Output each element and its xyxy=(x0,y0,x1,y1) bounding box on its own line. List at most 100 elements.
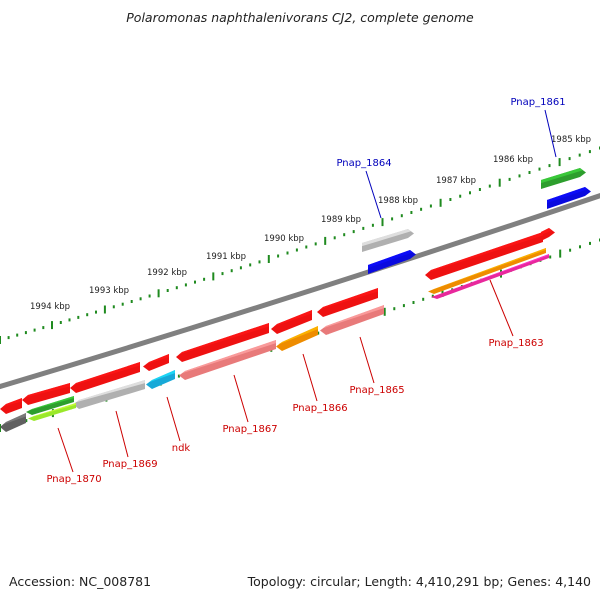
feature-highlight xyxy=(428,232,543,273)
feature-Pnap_1864-cds xyxy=(368,250,416,274)
outer-tick-minor xyxy=(130,300,133,303)
inner-tick-minor xyxy=(393,307,396,311)
outer-tick-major xyxy=(212,272,215,281)
feature-ndk-cds xyxy=(146,370,175,389)
outer-tick-minor xyxy=(249,263,252,267)
feature-highlight xyxy=(149,370,175,383)
feature-highlight xyxy=(541,168,583,184)
feature-ndk xyxy=(143,354,169,371)
genome-summary: Topology: circular; Length: 4,410,291 bp… xyxy=(247,574,591,589)
outer-tick-major xyxy=(51,321,53,330)
feature-Pnap_1863 xyxy=(425,232,543,280)
outer-tick-minor xyxy=(410,211,413,214)
outer-tick-minor xyxy=(391,217,394,221)
outer-tick-minor xyxy=(478,188,481,191)
feature-highlight xyxy=(3,413,26,425)
feature-Pnap_1861-cds xyxy=(547,187,591,209)
outer-tick-minor xyxy=(449,198,452,201)
outer-tick-minor xyxy=(24,331,27,335)
feature-body xyxy=(362,229,414,252)
outer-tick-minor xyxy=(286,251,289,255)
outer-tick-minor xyxy=(230,269,233,273)
gene-leader-line xyxy=(233,374,249,423)
feature-highlight xyxy=(182,340,276,374)
gene-leader-line xyxy=(166,396,181,442)
outer-tick-minor xyxy=(429,204,432,208)
feature-Pnap_1862 xyxy=(541,228,555,241)
outer-tick-minor xyxy=(86,313,89,317)
outer-tick-minor xyxy=(121,302,124,306)
feature-Pnap_1871 xyxy=(0,398,22,414)
outer-tick-minor xyxy=(343,233,346,237)
gene-label: Pnap_1865 xyxy=(349,385,404,396)
outer-tick-major xyxy=(381,218,384,227)
outer-tick-minor xyxy=(588,150,591,154)
feature-Pnap_1865 xyxy=(317,288,378,317)
outer-tick-minor xyxy=(139,297,142,301)
feature-highlight xyxy=(368,250,413,269)
feature-Pnap_1869-cds xyxy=(73,380,145,409)
feature-Pnap_1866 xyxy=(271,310,312,334)
kbp-labels: 1985 kbp 1986 kbp 1987 kbp 1988 kbp 1989 kbp… xyxy=(30,135,591,312)
feature-Pnap_1866-cds xyxy=(276,326,318,351)
outer-tick-major xyxy=(324,236,327,245)
feature-highlight xyxy=(547,187,588,204)
feature-layer xyxy=(0,168,591,432)
outer-tick-minor xyxy=(314,242,317,246)
outer-tick-minor xyxy=(548,164,551,168)
feature-Pnap_1861 xyxy=(541,168,586,189)
inner-tick-major xyxy=(559,249,562,258)
outer-tick-minor xyxy=(277,254,280,258)
kbp-label: 1988 kbp xyxy=(378,196,418,206)
outer-tick-minor xyxy=(538,167,541,171)
outer-tick-minor xyxy=(420,207,423,211)
gene-label: Pnap_1861 xyxy=(510,97,565,108)
outer-tick-minor xyxy=(362,226,365,230)
feature-highlight xyxy=(31,403,76,418)
accession-text: Accession: NC_008781 xyxy=(9,574,152,589)
outer-tick-minor xyxy=(194,280,196,284)
inner-tick-minor xyxy=(402,304,405,308)
gene-label: Pnap_1864 xyxy=(336,158,391,169)
inner-tick-major xyxy=(0,424,1,432)
outer-tick-major xyxy=(157,289,160,298)
gene-label: Pnap_1866 xyxy=(292,403,347,414)
outer-tick-minor xyxy=(95,310,97,314)
kbp-label: 1986 kbp xyxy=(493,155,533,165)
feature-highlight xyxy=(73,362,140,386)
genome-backbone xyxy=(0,193,600,390)
outer-tick-minor xyxy=(333,236,336,240)
outer-tick-minor xyxy=(295,248,298,252)
feature-highlight xyxy=(146,354,169,365)
outer-tick-minor xyxy=(518,174,521,178)
feature-highlight xyxy=(274,310,312,327)
feature-Pnap_1864 xyxy=(362,229,414,252)
outer-tick-minor xyxy=(578,153,581,157)
outer-tick-minor xyxy=(400,214,403,218)
kbp-label: 1985 kbp xyxy=(551,135,591,145)
outer-tick-minor xyxy=(305,245,308,249)
outer-tick-minor xyxy=(68,318,71,322)
feature-highlight xyxy=(25,383,70,398)
gene-leader-line xyxy=(544,109,557,158)
feature-Pnap_1863-a xyxy=(428,248,546,294)
outer-tick-major xyxy=(498,178,501,187)
gene-leader-line xyxy=(489,279,514,337)
gene-label: Pnap_1863 xyxy=(488,338,543,349)
outer-tick-minor xyxy=(112,305,115,309)
outer-tick-minor xyxy=(203,277,206,281)
outer-tick-minor xyxy=(166,289,169,292)
outer-tick-minor xyxy=(16,333,19,337)
outer-tick-track xyxy=(0,146,600,344)
outer-tick-minor xyxy=(459,194,462,198)
inner-tick-minor xyxy=(579,245,581,249)
outer-tick-minor xyxy=(371,223,374,227)
outer-tick-major xyxy=(103,305,106,314)
feature-Pnap_1863-b xyxy=(431,254,549,299)
outer-tick-minor xyxy=(59,321,62,324)
outer-tick-minor xyxy=(469,191,471,195)
outer-tick-minor xyxy=(7,336,10,340)
outer-tick-minor xyxy=(239,266,242,270)
gene-label: ndk xyxy=(172,443,191,454)
gene-leader-line xyxy=(365,170,382,219)
